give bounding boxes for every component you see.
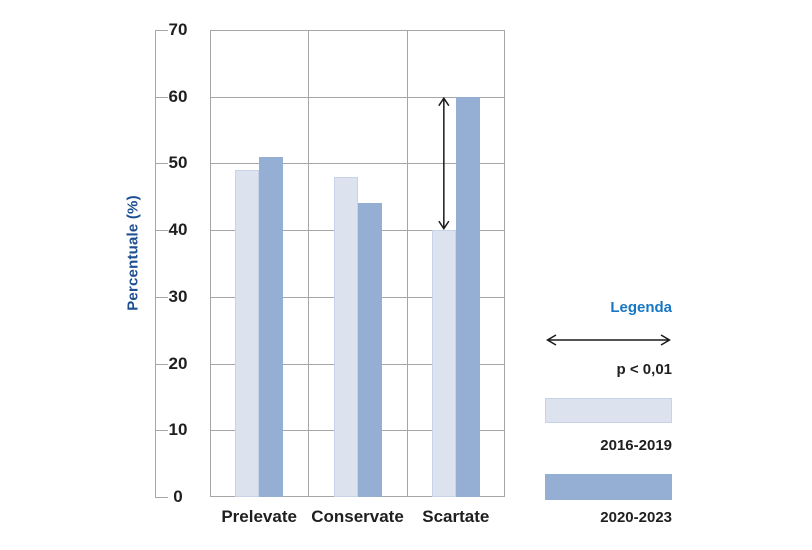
y-axis-tick	[155, 497, 168, 498]
y-axis-tick	[155, 230, 168, 232]
significance-label: p < 0,01	[616, 361, 672, 378]
y-axis-line	[155, 30, 156, 497]
legend-title: Legenda	[610, 299, 672, 316]
gridline-h	[210, 163, 505, 165]
y-tick-label: 50	[168, 153, 188, 173]
legend-swatch-2016-2019	[545, 398, 672, 423]
legend-swatch-2020-2023	[545, 474, 672, 500]
bar-2016-2019-scartate	[431, 230, 456, 497]
y-tick-label: 40	[168, 220, 188, 240]
bar-2016-2019-prelevate	[235, 170, 260, 497]
gridline-h	[210, 96, 505, 98]
bar-2020-2023-prelevate	[259, 156, 284, 497]
bar-2020-2023-scartate	[455, 96, 480, 497]
gridline-v	[406, 30, 408, 497]
y-tick-label: 30	[168, 286, 188, 306]
legend-item-label: 2016-2019	[600, 437, 672, 454]
double-arrow-icon	[546, 334, 671, 346]
y-tick-label: 0	[173, 487, 183, 506]
legend-item-label: 2020-2023	[600, 509, 672, 526]
x-category-label: Conservate	[311, 507, 404, 526]
x-category-label: Scartate	[422, 507, 490, 526]
y-axis-tick	[155, 296, 168, 298]
y-tick-label: 60	[168, 86, 188, 106]
y-tick-label: 20	[168, 353, 188, 373]
y-tick-label: 70	[168, 20, 188, 39]
y-axis-tick	[155, 430, 168, 432]
bar-2016-2019-conservate	[333, 176, 358, 497]
bar-2020-2023-conservate	[357, 203, 382, 497]
y-axis-tick	[155, 30, 168, 31]
gridline-v	[308, 30, 310, 497]
y-axis-tick	[155, 96, 168, 98]
y-axis-tick	[155, 363, 168, 365]
x-category-label: Prelevate	[221, 507, 297, 526]
legend: Legenda p < 0,01 2016-2019 2020-2023	[540, 295, 673, 545]
y-axis-tick	[155, 163, 168, 165]
y-tick-label: 10	[168, 420, 188, 440]
